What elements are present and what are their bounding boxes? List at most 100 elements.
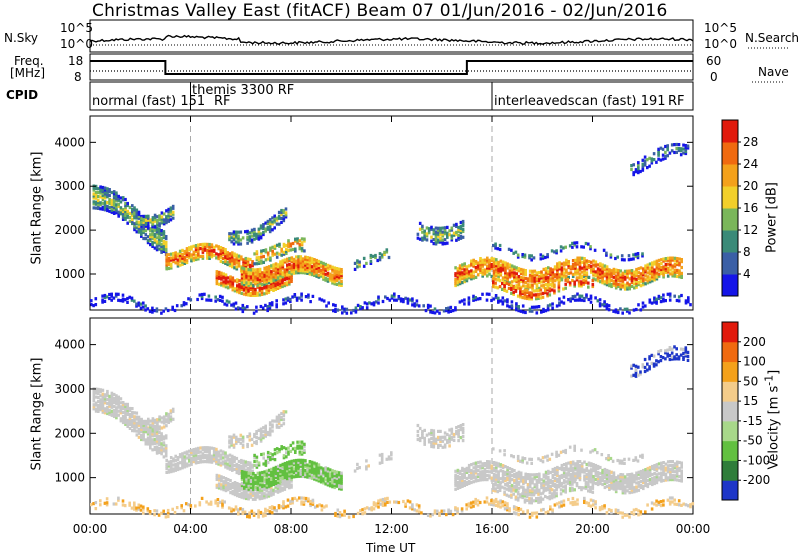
- power-cell: [682, 151, 685, 154]
- velocity-cell: [543, 479, 546, 482]
- velocity-cell: [168, 469, 171, 472]
- power-cell: [220, 260, 223, 263]
- power-cell: [246, 305, 249, 308]
- power-cell: [451, 234, 454, 237]
- power-cell: [106, 295, 109, 298]
- power-cell: [439, 227, 442, 230]
- power-cell: [129, 216, 132, 219]
- power-cell: [111, 191, 114, 194]
- power-cell: [574, 295, 577, 298]
- power-cell: [499, 279, 502, 282]
- power-cell: [223, 303, 226, 306]
- power-cell: [518, 267, 521, 270]
- velocity-cell: [461, 473, 464, 476]
- power-cell: [497, 278, 500, 281]
- power-cell: [370, 254, 373, 257]
- power-cell: [502, 261, 505, 264]
- power-cell: [551, 288, 554, 291]
- power-cell: [325, 304, 328, 307]
- power-cell: [95, 297, 98, 300]
- velocity-cell: [97, 396, 100, 399]
- power-cell: [515, 272, 518, 275]
- power-cell: [490, 299, 493, 302]
- power-cell: [640, 272, 643, 275]
- power-cell: [653, 261, 656, 264]
- power-cell: [260, 232, 263, 235]
- power-cell: [459, 264, 462, 267]
- velocity-cell: [599, 476, 602, 479]
- velocity-cell: [500, 477, 503, 480]
- power-cell: [675, 147, 678, 150]
- power-cell: [271, 301, 274, 304]
- power-cell: [497, 297, 500, 300]
- power-cell: [630, 258, 633, 261]
- power-cell: [251, 229, 254, 232]
- power-cell: [435, 227, 438, 230]
- power-cell: [126, 301, 129, 304]
- power-cell: [547, 270, 550, 273]
- velocity-cell: [229, 479, 232, 482]
- velocity-cell: [329, 472, 332, 475]
- velocity-cell: [269, 427, 272, 430]
- velocity-cell: [238, 460, 241, 463]
- power-cell: [156, 240, 159, 243]
- power-cell: [153, 309, 156, 312]
- power-cell: [300, 255, 303, 258]
- power-cell: [386, 248, 389, 251]
- velocity-cell: [122, 415, 125, 418]
- power-cell: [273, 215, 276, 218]
- power-cell: [381, 253, 384, 256]
- power-cell: [165, 235, 168, 238]
- power-colorbar-label: 8: [743, 245, 751, 259]
- power-cell: [551, 302, 554, 305]
- velocity-cell: [179, 467, 182, 470]
- velocity-cell: [276, 451, 279, 454]
- power-cell: [149, 233, 152, 236]
- power-cell: [624, 276, 627, 279]
- velocity-cell: [522, 476, 525, 479]
- power-cell: [617, 311, 620, 314]
- velocity-cell: [299, 445, 302, 448]
- power-cell: [279, 260, 282, 263]
- power-cell: [450, 310, 453, 313]
- velocity-cell: [220, 475, 223, 478]
- velocity-cell: [588, 470, 591, 473]
- power-cell: [346, 312, 349, 315]
- power-cell: [640, 308, 643, 311]
- power-colorbar-swatch: [722, 142, 738, 165]
- velocity-cell: [248, 472, 251, 475]
- power-cell: [533, 306, 536, 309]
- power-cell: [522, 284, 525, 287]
- power-cell: [172, 205, 175, 208]
- velocity-cell: [303, 449, 306, 452]
- power-cell: [664, 155, 667, 158]
- power-cell: [587, 286, 590, 289]
- velocity-cell: [472, 466, 475, 469]
- power-cell: [199, 243, 202, 246]
- power-colorbar-swatch: [722, 274, 738, 297]
- power-cell: [647, 263, 650, 266]
- power-cell: [108, 188, 111, 191]
- power-cell: [383, 251, 386, 254]
- power-cell: [515, 251, 518, 254]
- power-cell: [479, 297, 482, 300]
- power-cell: [258, 256, 261, 259]
- power-cell: [508, 287, 511, 290]
- velocity-cell: [300, 459, 303, 462]
- power-cell: [238, 255, 241, 258]
- velocity-cell: [592, 475, 595, 478]
- velocity-cell: [174, 463, 177, 466]
- power-cell: [261, 283, 264, 286]
- power-cell: [608, 304, 611, 307]
- power-cell: [510, 292, 513, 295]
- power-cell: [425, 309, 428, 312]
- power-cell: [642, 302, 645, 305]
- power-cell: [538, 305, 541, 308]
- power-cell: [508, 248, 511, 251]
- freq-panel-frame: [90, 54, 693, 80]
- velocity-cell: [179, 461, 182, 464]
- power-cell: [140, 307, 143, 310]
- power-cell: [324, 263, 327, 266]
- power-colorbar-label: 12: [743, 223, 758, 237]
- velocity-cell: [186, 450, 189, 453]
